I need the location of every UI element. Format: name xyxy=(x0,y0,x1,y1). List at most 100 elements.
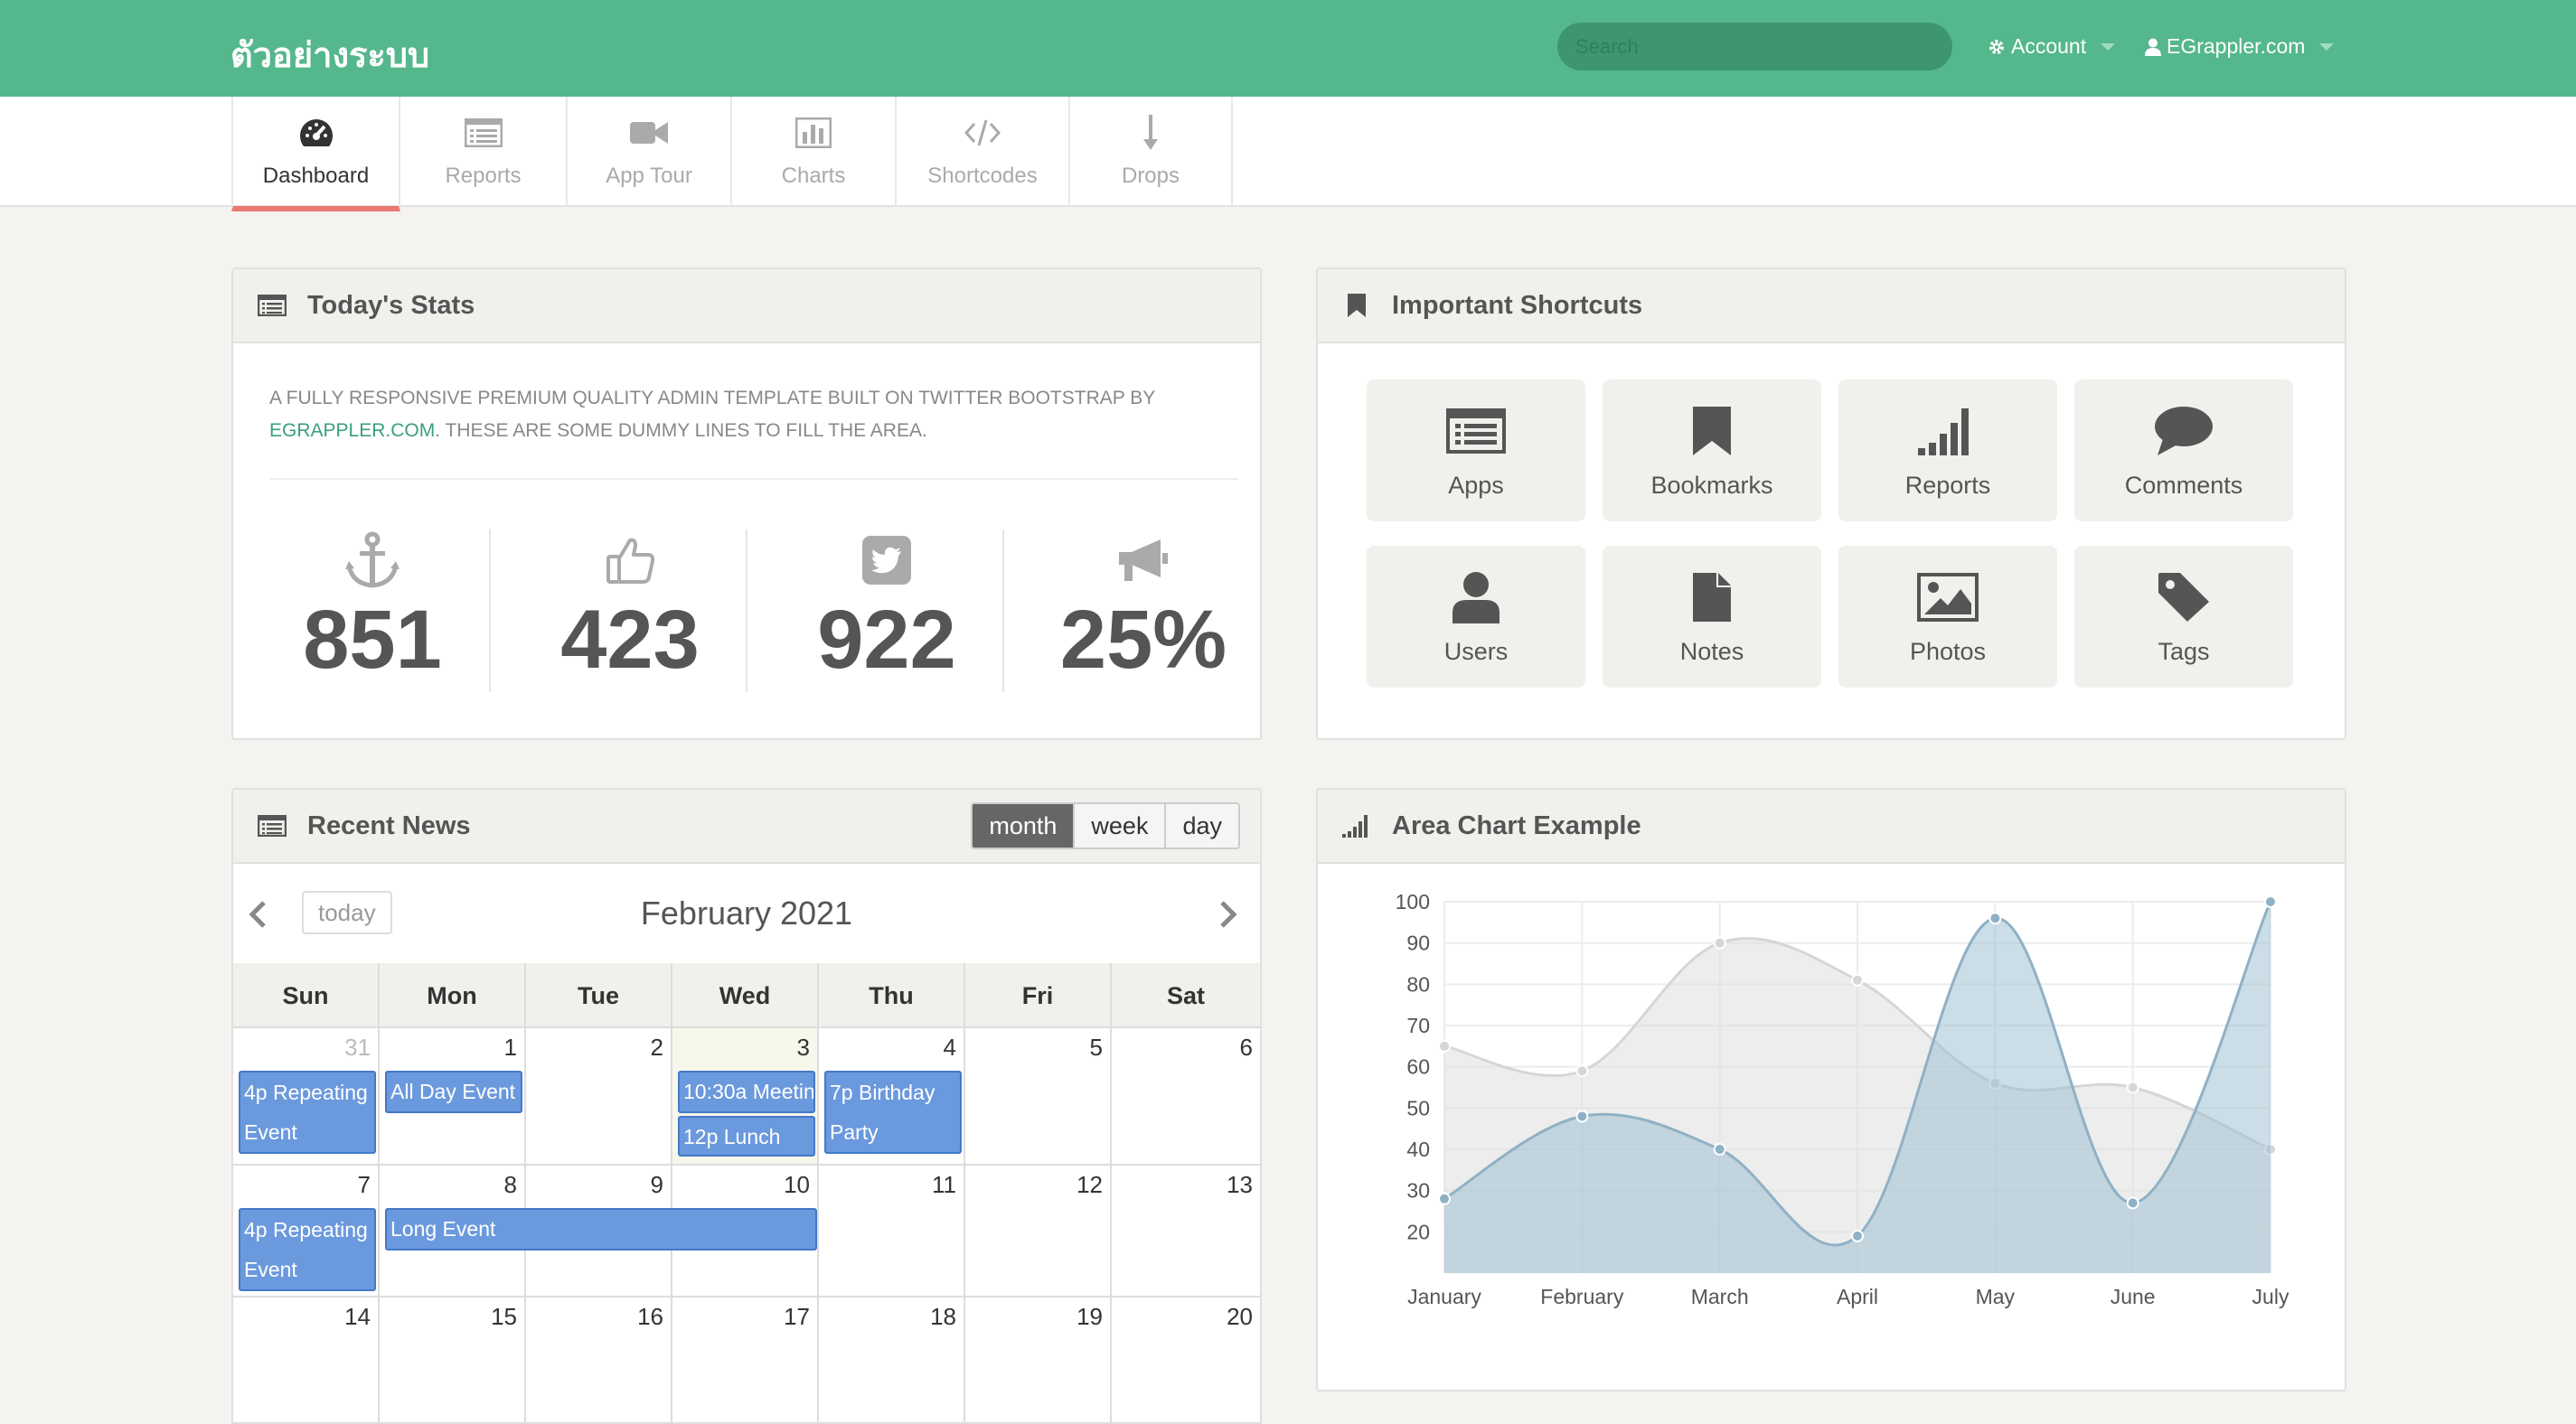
thumbs-up-icon xyxy=(606,538,655,584)
data-point xyxy=(1851,1229,1864,1242)
search-input[interactable] xyxy=(1557,23,1952,70)
shortcut-comments[interactable]: Comments xyxy=(2074,379,2293,521)
x-tick-label: April xyxy=(1837,1285,1878,1308)
today-button[interactable]: today xyxy=(302,891,392,934)
brand-title[interactable]: ตัวอย่างระบบ xyxy=(230,37,430,75)
calendar-event[interactable]: 12p Lunch xyxy=(678,1116,815,1157)
x-tick-label: February xyxy=(1540,1285,1624,1308)
day-number: 8 xyxy=(503,1171,517,1198)
day-cell[interactable]: 15 xyxy=(380,1298,526,1424)
shortcut-tags[interactable]: Tags xyxy=(2074,546,2293,688)
stats-description: A fully responsive premium quality admin… xyxy=(269,382,1227,447)
day-cell[interactable]: 17 xyxy=(672,1298,819,1424)
shortcut-users[interactable]: Users xyxy=(1367,546,1585,688)
tab-app-tour[interactable]: App Tour xyxy=(568,97,732,207)
tab-dashboard[interactable]: Dashboard xyxy=(231,97,400,211)
bookmark-icon xyxy=(1348,294,1366,317)
shortcut-apps[interactable]: Apps xyxy=(1367,379,1585,521)
shortcut-label: Comments xyxy=(2124,472,2243,499)
calendar-event[interactable]: All Day Event xyxy=(385,1071,522,1113)
tab-label: Drops xyxy=(1121,164,1180,188)
shortcut-label: Users xyxy=(1443,638,1509,665)
day-number: 9 xyxy=(650,1171,663,1198)
calendar-event[interactable]: 4p Repeating Event xyxy=(239,1208,376,1291)
y-tick-label: 100 xyxy=(1396,890,1430,913)
day-cell[interactable]: 5 xyxy=(965,1028,1112,1166)
tab-label: App Tour xyxy=(606,164,692,188)
panel-header: Area Chart Example xyxy=(1318,790,2345,864)
tab-drops[interactable]: Drops xyxy=(1070,97,1233,207)
shortcut-label: Notes xyxy=(1679,638,1744,665)
stat-likes: 423 xyxy=(502,529,758,692)
shortcut-notes[interactable]: Notes xyxy=(1603,546,1821,688)
week-view-button[interactable]: week xyxy=(1073,804,1165,848)
calendar-event[interactable]: 4p Repeating Event xyxy=(239,1071,376,1154)
shortcut-bookmarks[interactable]: Bookmarks xyxy=(1603,379,1821,521)
data-point xyxy=(1575,1110,1589,1123)
chevron-left-icon xyxy=(249,901,266,928)
tab-shortcodes[interactable]: Shortcodes xyxy=(897,97,1070,207)
day-number: 20 xyxy=(1227,1303,1253,1330)
calendar-event[interactable]: 7p Birthday Party xyxy=(824,1071,962,1154)
day-cell[interactable]: 2 xyxy=(526,1028,672,1166)
day-cell[interactable]: 12 xyxy=(965,1166,1112,1298)
prev-month-button[interactable] xyxy=(248,900,268,937)
tab-label: Shortcodes xyxy=(927,164,1038,188)
data-point xyxy=(2126,1081,2139,1094)
area-chart-svg: 20 30 40 50 60 70 80 90 100 January February March A… xyxy=(1396,890,2289,1308)
day-number: 13 xyxy=(1227,1171,1253,1198)
calendar-title: February 2021 xyxy=(640,895,853,932)
user-dropdown[interactable]: EGrappler.com xyxy=(2145,34,2335,59)
calendar-event[interactable]: 10:30a Meeting xyxy=(678,1071,815,1113)
list-alt-icon xyxy=(258,815,287,837)
list-alt-icon xyxy=(464,118,503,147)
chevron-down-icon xyxy=(2101,42,2116,51)
account-dropdown[interactable]: Account xyxy=(1988,34,2116,59)
x-tick-label: March xyxy=(1691,1285,1749,1308)
day-cell[interactable]: 19 xyxy=(965,1298,1112,1424)
day-number: 5 xyxy=(1089,1034,1103,1061)
divider xyxy=(1002,529,1004,692)
day-cell[interactable]: 14 xyxy=(233,1298,380,1424)
y-tick-label: 40 xyxy=(1406,1138,1430,1161)
day-cell[interactable]: 20 xyxy=(1112,1298,1260,1424)
day-cell[interactable]: 13 xyxy=(1112,1166,1260,1298)
stat-value: 851 xyxy=(303,594,442,686)
x-tick-label: July xyxy=(2252,1285,2289,1308)
next-month-button[interactable] xyxy=(1218,900,1238,937)
stat-value: 922 xyxy=(817,594,956,686)
signal-icon xyxy=(1342,815,1368,838)
file-icon xyxy=(1693,573,1731,622)
month-view-button[interactable]: month xyxy=(973,804,1074,848)
day-cell[interactable]: 6 xyxy=(1112,1028,1260,1166)
day-number: 7 xyxy=(357,1171,371,1198)
twitter-icon xyxy=(862,536,911,585)
tab-label: Reports xyxy=(445,164,522,188)
calendar-event[interactable]: Long Event xyxy=(385,1208,817,1251)
egrappler-link[interactable]: EGrappler.com xyxy=(269,420,436,441)
list-alt-icon xyxy=(258,295,287,316)
day-number: 10 xyxy=(784,1171,810,1198)
anchor-icon xyxy=(345,531,400,588)
weekday-header: Thu xyxy=(819,963,965,1028)
day-number: 4 xyxy=(943,1034,956,1061)
shortcut-reports[interactable]: Reports xyxy=(1838,379,2057,521)
y-tick-label: 90 xyxy=(1406,932,1430,955)
day-cell[interactable]: 18 xyxy=(819,1298,965,1424)
day-cell[interactable]: 11 xyxy=(819,1166,965,1298)
day-cell[interactable]: 16 xyxy=(526,1298,672,1424)
tab-reports[interactable]: Reports xyxy=(400,97,568,207)
data-point xyxy=(1575,1064,1589,1078)
day-number: 14 xyxy=(344,1303,371,1330)
y-tick-label: 20 xyxy=(1406,1220,1430,1243)
y-tick-label: 50 xyxy=(1406,1096,1430,1120)
x-tick-label: January xyxy=(1407,1285,1481,1308)
weekday-header: Tue xyxy=(526,963,672,1028)
data-point xyxy=(2126,1196,2139,1210)
desc-text: . These are some dummy lines to fill the… xyxy=(435,420,927,441)
dashboard-icon xyxy=(299,119,333,146)
tab-charts[interactable]: Charts xyxy=(732,97,897,207)
day-view-button[interactable]: day xyxy=(1164,804,1238,848)
shortcut-photos[interactable]: Photos xyxy=(1838,546,2057,688)
desc-text: A fully responsive premium quality admin… xyxy=(269,388,1155,408)
